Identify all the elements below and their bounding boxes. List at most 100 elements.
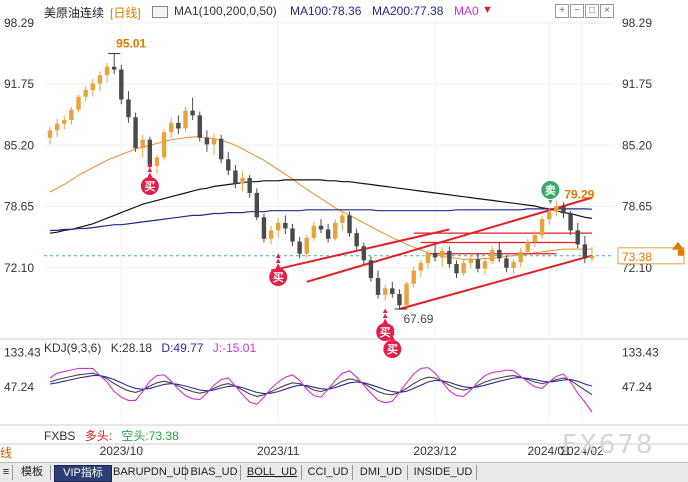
candle-body xyxy=(411,270,416,284)
candle-body xyxy=(240,178,245,184)
period-label[interactable]: [日线] xyxy=(110,6,141,20)
candle-body xyxy=(290,228,295,242)
candle-body xyxy=(76,96,81,110)
candle-body xyxy=(511,262,516,268)
last-price-arrow-icon xyxy=(672,241,684,250)
candle-body xyxy=(333,222,338,239)
close-icon[interactable]: × xyxy=(600,4,614,18)
zoom-out-icon[interactable]: − xyxy=(570,4,584,18)
time-tick-label: 2024/01 xyxy=(528,444,572,458)
candle-body xyxy=(347,215,352,234)
buy-arrow-icon: ▲ xyxy=(274,256,282,265)
ma-params: MA1(100,200,0,50) xyxy=(174,4,277,18)
tab-barupdn[interactable]: BARUPDN_UD xyxy=(113,465,189,480)
side-label: 线 xyxy=(0,446,13,460)
buy-signal-badge xyxy=(140,177,159,195)
candle-body xyxy=(169,122,174,133)
buy-signal-badge-text: 买 xyxy=(144,180,155,193)
candle-body xyxy=(525,241,531,252)
candle-body xyxy=(539,219,545,236)
buy-signal-badge xyxy=(383,340,402,358)
kdj-line-j xyxy=(49,367,593,413)
maximize-icon[interactable]: □ xyxy=(585,4,599,18)
buy-arrow-icon: ▲ xyxy=(274,261,282,270)
buy-arrow-icon: ▲ xyxy=(388,333,396,342)
ma200-line xyxy=(49,179,593,234)
candle-body xyxy=(190,110,195,116)
buy-arrow-icon: ▲ xyxy=(381,316,389,325)
trend-line xyxy=(270,228,450,272)
candle-body xyxy=(254,192,260,218)
indicator-tab-bar: ≡ 模板 VIP指标 BARUPDN_UD BIAS_UD BOLL_UD CC… xyxy=(0,462,688,482)
indicator-toggle-icon[interactable] xyxy=(152,6,168,18)
candle-body xyxy=(361,246,367,261)
buy-signal-badge xyxy=(269,268,288,286)
settings-icon[interactable]: + xyxy=(555,4,569,18)
low-price-label: 67.69 xyxy=(403,312,433,326)
candle-body xyxy=(532,235,538,242)
fxbs-label: FXBS xyxy=(44,429,76,443)
kdj-tick-right: 133.43 xyxy=(622,346,659,360)
kdj-k-value: K:28.18 xyxy=(110,341,153,355)
price-tick-left: 91.75 xyxy=(4,77,34,91)
time-tick-label: 2023/12 xyxy=(413,444,457,458)
candle-body xyxy=(47,130,53,138)
buy-arrow-icon: ▲ xyxy=(388,323,396,332)
kdj-tick-left: 47.24 xyxy=(4,380,34,394)
tab-menu[interactable]: ≡ xyxy=(0,465,13,480)
tab-boll[interactable]: BOLL_UD xyxy=(243,465,302,480)
buy-signal-badge-text: 买 xyxy=(387,343,398,356)
candle-body xyxy=(154,157,160,166)
tab-cci[interactable]: CCI_UD xyxy=(304,465,353,480)
candle-body xyxy=(211,138,217,145)
tab-bias[interactable]: BIAS_UD xyxy=(188,465,241,480)
candle-body xyxy=(454,264,459,274)
ma-orange-line xyxy=(49,136,592,260)
candle-body xyxy=(54,123,60,131)
candle-body xyxy=(204,137,210,145)
candle-body xyxy=(62,120,67,124)
candle-body xyxy=(368,260,374,279)
trend-line xyxy=(306,196,593,283)
candle-body xyxy=(568,213,573,231)
buy-signal-badge-text: 买 xyxy=(380,326,391,339)
kdj-header: KDJ(9,3,6) K:28.18 D:49.77 J:-15.01 xyxy=(44,341,262,355)
kdj-tick-left: 133.43 xyxy=(4,346,41,360)
candle-body xyxy=(468,259,473,264)
kdj-label: KDJ(9,3,6) xyxy=(44,341,102,355)
watermark: FX678 xyxy=(562,430,655,460)
ma0-value: MA0 xyxy=(454,4,479,18)
ma100-value: MA100:78.36 xyxy=(290,4,362,18)
dropdown-arrow-icon[interactable]: ▼ xyxy=(482,4,493,16)
candle-body xyxy=(119,69,124,100)
candle-body xyxy=(304,237,309,254)
candle-body xyxy=(546,211,552,220)
candle-body xyxy=(340,215,345,223)
candle-body xyxy=(575,230,580,245)
candle-body xyxy=(425,252,431,264)
candle-body xyxy=(83,90,88,97)
candle-body xyxy=(104,66,110,76)
fxbs-long: 多头: xyxy=(84,429,113,443)
candle-body xyxy=(161,132,167,158)
tab-vip-indicator[interactable]: VIP指标 xyxy=(54,465,112,482)
tab-template[interactable]: 模板 xyxy=(14,465,51,480)
buy-arrow-icon: ▲ xyxy=(146,160,154,169)
high-price-label: 95.01 xyxy=(116,37,146,51)
candle-body xyxy=(504,258,509,268)
candle-body xyxy=(111,66,117,70)
last-price-value: 73.38 xyxy=(622,250,652,264)
chart-canvas: 98.29 98.29 91.75 91.75 85.20 85.20 78.65 78.65… xyxy=(0,16,688,458)
candle-body xyxy=(482,261,488,269)
candle-body xyxy=(133,117,138,149)
candle-body xyxy=(275,222,281,231)
tab-inside[interactable]: INSIDE_UD xyxy=(410,465,477,480)
candle-body xyxy=(475,259,481,269)
candle-body xyxy=(397,293,402,306)
price-tick-left: 78.65 xyxy=(4,200,34,214)
candle-body xyxy=(554,206,559,212)
tab-dmi[interactable]: DMI_UD xyxy=(355,465,408,480)
candle-body xyxy=(404,283,409,306)
candle-body xyxy=(126,99,131,118)
candle-body xyxy=(147,139,153,166)
